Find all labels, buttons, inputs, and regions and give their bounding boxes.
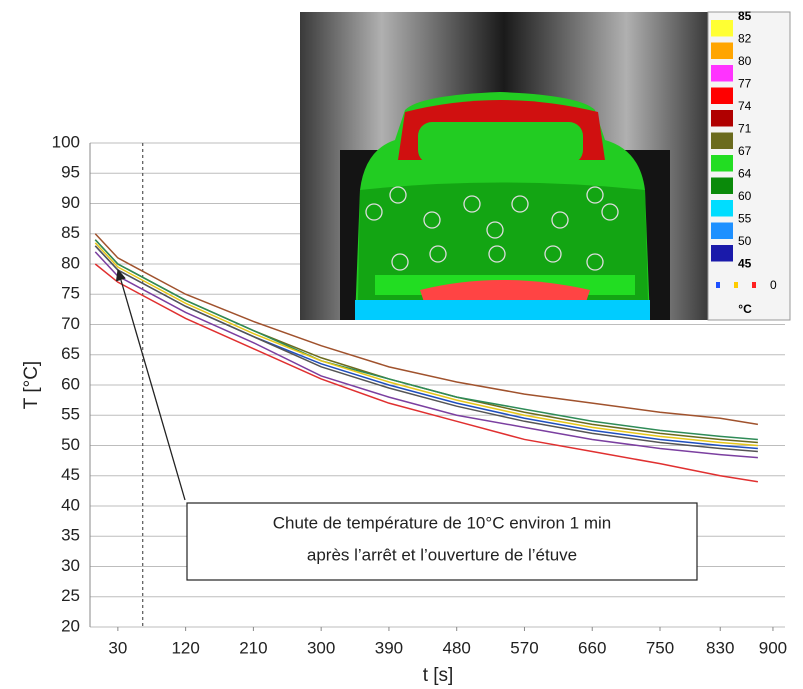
x-tick-label: 120 — [171, 638, 199, 657]
series-line — [94, 239, 758, 441]
series-line — [94, 233, 759, 426]
y-tick-label: 30 — [61, 556, 80, 575]
scale-label: 45 — [738, 257, 752, 271]
y-tick-label: 20 — [61, 616, 80, 635]
y-axis-title: T [°C] — [21, 361, 42, 409]
scale-swatch — [711, 177, 733, 194]
scale-swatch — [711, 110, 733, 127]
y-tick-label: 45 — [61, 465, 80, 484]
x-tick-label: 750 — [646, 638, 674, 657]
x-tick-label: 300 — [307, 638, 335, 657]
y-tick-label: 40 — [61, 495, 80, 514]
scale-swatch — [711, 200, 733, 217]
scale-label: 60 — [738, 189, 752, 203]
y-tick-label: 85 — [61, 223, 80, 242]
x-tick-label: 660 — [578, 638, 606, 657]
x-tick-label: 30 — [108, 638, 127, 657]
y-tick-label: 90 — [61, 193, 80, 212]
y-tick-label: 25 — [61, 586, 80, 605]
scale-swatch — [711, 20, 733, 37]
legend-dot — [716, 282, 720, 288]
x-tick-label: 480 — [443, 638, 471, 657]
scale-label: 64 — [738, 167, 752, 181]
scale-label: 71 — [738, 122, 752, 136]
scale-swatch — [711, 87, 733, 104]
scale-label: 67 — [738, 144, 752, 158]
scale-swatch — [711, 65, 733, 82]
scale-label: 74 — [738, 99, 752, 113]
legend-dot — [734, 282, 738, 288]
x-tick-label: 210 — [239, 638, 267, 657]
scale-swatch — [711, 155, 733, 172]
scale-label: 82 — [738, 32, 752, 46]
y-tick-label: 50 — [61, 435, 80, 454]
y-tick-label: 55 — [61, 405, 80, 424]
scale-swatch — [711, 222, 733, 239]
scale-swatch — [711, 245, 733, 262]
scale-label: 85 — [738, 9, 752, 23]
x-tick-label: 570 — [510, 638, 538, 657]
x-tick-label: 830 — [706, 638, 734, 657]
scale-label: 77 — [738, 77, 752, 91]
y-tick-label: 75 — [61, 284, 80, 303]
x-tick-label: 900 — [759, 638, 787, 657]
thermal-image — [300, 11, 791, 321]
series-line — [94, 242, 758, 447]
scale-label: 55 — [738, 212, 752, 226]
annotation-text: après l’arrêt et l’ouverture de l’étuve — [307, 545, 577, 564]
annotation-text: Chute de température de 10°C environ 1 m… — [273, 513, 612, 532]
legend-dot — [752, 282, 756, 288]
y-tick-label: 60 — [61, 374, 80, 393]
y-tick-label: 80 — [61, 253, 80, 272]
scale-label: 50 — [738, 234, 752, 248]
x-axis-title: t [s] — [423, 665, 454, 686]
series-line — [94, 251, 758, 459]
annotation-arrow — [115, 268, 186, 501]
annotation-box — [186, 502, 698, 581]
y-tick-label: 35 — [61, 526, 80, 545]
y-tick-label: 70 — [61, 314, 80, 333]
color-scale: 85 82 80 77 74 71 67 64 60 55 50 45 0 °C — [711, 9, 777, 316]
scale-unit: °C — [738, 302, 752, 316]
scale-zero: 0 — [770, 278, 777, 292]
x-tick-label: 390 — [375, 638, 403, 657]
y-tick-label: 65 — [61, 344, 80, 363]
y-tick-label: 100 — [52, 132, 80, 151]
scale-swatch — [711, 42, 733, 59]
series-line — [94, 245, 758, 453]
scale-swatch — [711, 132, 733, 149]
y-tick-label: 95 — [61, 163, 80, 182]
scale-label: 80 — [738, 54, 752, 68]
series-line — [94, 263, 759, 483]
